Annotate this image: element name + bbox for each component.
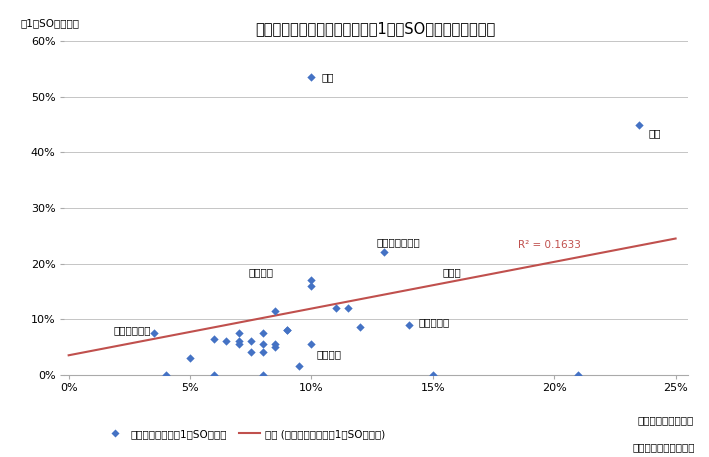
Title: 外国人持株比率と株式報酬型（1円）SO導入率の相関関係: 外国人持株比率と株式報酬型（1円）SO導入率の相関関係 <box>256 21 496 36</box>
Point <box>148 329 160 337</box>
Text: （1円SO導入率）: （1円SO導入率） <box>20 18 79 28</box>
Text: 医薬品: 医薬品 <box>442 267 462 277</box>
Text: 輸送用機器: 輸送用機器 <box>418 317 450 327</box>
Text: （出所）大和総研作成: （出所）大和総研作成 <box>632 442 695 452</box>
Point <box>330 304 342 312</box>
Text: R² = 0.1633: R² = 0.1633 <box>518 239 581 250</box>
Point <box>257 349 269 356</box>
Point <box>184 355 196 362</box>
Point <box>573 371 584 378</box>
Point <box>306 276 317 284</box>
Point <box>354 324 366 331</box>
Point <box>245 338 257 345</box>
Point <box>220 338 232 345</box>
Point <box>634 121 645 128</box>
Text: 繊維製品: 繊維製品 <box>248 267 273 277</box>
Point <box>306 340 317 348</box>
Point <box>245 349 257 356</box>
Point <box>208 371 220 378</box>
Text: 水産・農林業: 水産・農林業 <box>113 325 151 335</box>
Text: （外国人持株比率）: （外国人持株比率） <box>637 415 694 425</box>
Point <box>257 329 269 337</box>
Point <box>306 74 317 81</box>
Text: 証券・商品先物: 証券・商品先物 <box>377 237 420 247</box>
Text: 電気機器: 電気機器 <box>316 349 341 359</box>
Point <box>257 371 269 378</box>
Point <box>294 363 305 370</box>
Legend: 外国人持株比率と1円SO導入率, 線形 (外国人持株比率と1円SO導入率): 外国人持株比率と1円SO導入率, 線形 (外国人持株比率と1円SO導入率) <box>100 425 390 443</box>
Point <box>281 327 293 334</box>
Point <box>269 340 281 348</box>
Point <box>257 340 269 348</box>
Point <box>403 321 414 328</box>
Point <box>233 338 245 345</box>
Point <box>342 304 354 312</box>
Point <box>233 329 245 337</box>
Point <box>233 340 245 348</box>
Point <box>208 335 220 342</box>
Text: 保険: 保険 <box>649 128 661 138</box>
Point <box>160 371 172 378</box>
Point <box>306 282 317 289</box>
Point <box>269 343 281 351</box>
Text: 銀行: 銀行 <box>321 72 334 82</box>
Point <box>427 371 438 378</box>
Point <box>379 249 390 256</box>
Point <box>269 307 281 314</box>
Point <box>281 327 293 334</box>
